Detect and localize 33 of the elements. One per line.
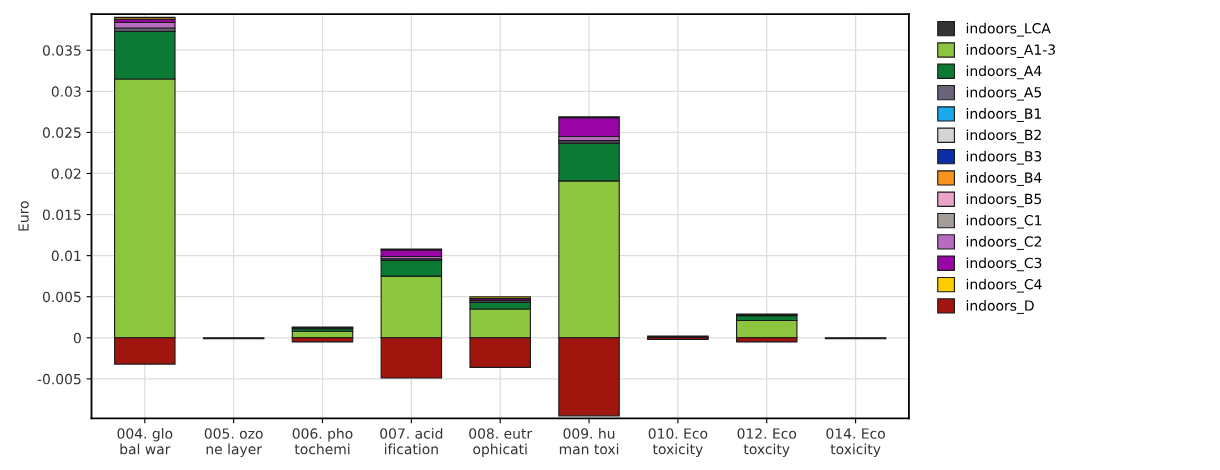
legend-label: indoors_A5	[966, 86, 1042, 101]
y-tick-label: -0.005	[37, 373, 81, 385]
y-tick-label: 0.005	[42, 291, 81, 303]
y-tick-label: 0.03	[51, 86, 81, 97]
y-tick-label: 0.02	[51, 168, 81, 179]
x-tick-label: 007. acid ification	[380, 428, 443, 455]
y-tick-label: 0	[73, 332, 81, 344]
y-tick-label: 0.025	[42, 127, 81, 138]
legend-label: indoors_B4	[966, 172, 1042, 186]
legend-label: indoors_B3	[966, 150, 1042, 165]
legend-label: indoors_C3	[966, 257, 1042, 272]
legend-label: indoors_C2	[966, 236, 1042, 250]
legend-label: indoors_LCA	[966, 22, 1051, 37]
legend-label: indoors_B2	[966, 129, 1041, 144]
legend-label: indoors_A1-3	[966, 44, 1055, 58]
y-tick-label: 0.015	[42, 209, 81, 221]
y-tick-label: 0.01	[51, 250, 81, 262]
x-tick-label: 010. Eco toxicity	[648, 428, 708, 458]
x-tick-label: 008. eutr ophicati	[469, 428, 533, 458]
x-tick-label: 012. Eco toxcity	[737, 428, 797, 458]
x-tick-label: 014. Eco toxicity	[826, 428, 885, 458]
y-axis-title: Euro	[18, 201, 29, 231]
x-tick-label: 005. ozo ne layer	[204, 428, 263, 458]
legend-label: indoors_C4	[966, 278, 1042, 293]
legend-label: indoors_B1	[966, 108, 1041, 122]
legend-label: indoors_B5	[966, 193, 1042, 208]
x-tick-label: 004. glo bal war	[117, 428, 173, 455]
x-tick-label: 009. hu man toxi	[559, 428, 619, 455]
legend-label: indoors_C1	[966, 214, 1042, 229]
y-tick-label: 0.035	[42, 45, 81, 56]
legend-label: indoors_A4	[966, 65, 1042, 80]
legend-label: indoors_D	[966, 300, 1034, 314]
x-tick-label: 006. pho tochemi	[292, 428, 353, 455]
